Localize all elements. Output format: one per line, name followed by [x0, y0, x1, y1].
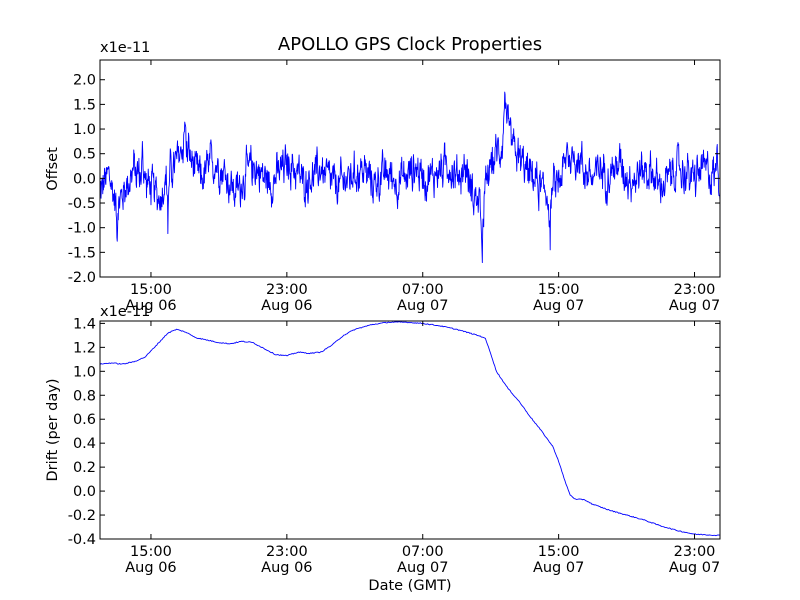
- drift-x-tick-date: Aug 06: [261, 560, 312, 576]
- offset-series: [100, 91, 720, 264]
- drift-x-tick-time: 15:00: [130, 544, 172, 560]
- offset-y-tick-label: 2.0: [73, 73, 96, 89]
- drift-y-tick-label: 1.0: [73, 364, 96, 380]
- drift-y-tick-label: 0.4: [73, 436, 96, 452]
- drift-x-tick-time: 15:00: [538, 544, 580, 560]
- offset-x-tick-time: 23:00: [266, 282, 308, 298]
- drift-x-tick-time: 23:00: [266, 544, 308, 560]
- offset-x-tick-time: 15:00: [538, 282, 580, 298]
- offset-x-tick-time: 15:00: [130, 282, 172, 298]
- offset-y-tick-label: 0.0: [73, 171, 96, 187]
- drift-x-tick-date: Aug 06: [125, 560, 176, 576]
- drift-x-tick-date: Aug 07: [669, 560, 720, 576]
- offset-x-tick-date: Aug 07: [669, 298, 720, 314]
- drift-y-tick-label: 0.0: [73, 484, 96, 500]
- offset-y-tick-label: -1.5: [68, 245, 96, 261]
- offset-y-tick-label: 1.5: [73, 97, 96, 113]
- drift-x-tick-date: Aug 07: [533, 560, 584, 576]
- drift-y-tick-label: -0.4: [68, 532, 96, 548]
- offset-x-tick-date: Aug 07: [533, 298, 584, 314]
- drift-y-tick-label: -0.2: [68, 508, 96, 524]
- offset-y-axis: -2.0 -1.5 -1.0 -0.5 0.0 0.5 1.0 1.5 2.0: [68, 73, 720, 286]
- drift-scale-label: x1e-11: [100, 304, 150, 320]
- offset-x-tick-date: Aug 06: [125, 298, 176, 314]
- drift-y-tick-label: 0.6: [73, 412, 96, 428]
- offset-y-tick-label: 1.0: [73, 122, 96, 138]
- drift-series: [100, 321, 720, 537]
- offset-x-tick-time: 23:00: [674, 282, 716, 298]
- drift-y-tick-label: 1.2: [73, 340, 96, 356]
- offset-x-tick-time: 07:00: [402, 282, 444, 298]
- offset-y-tick-label: -0.5: [68, 196, 96, 212]
- offset-y-tick-label: -2.0: [68, 270, 96, 286]
- drift-plot-frame: [99, 320, 721, 540]
- drift-y-tick-label: 0.2: [73, 460, 96, 476]
- drift-x-tick-time: 07:00: [402, 544, 444, 560]
- offset-y-label: Offset: [45, 147, 61, 191]
- offset-plot-frame: [99, 59, 721, 278]
- drift-y-tick-label: 1.4: [73, 316, 96, 332]
- drift-panel: -0.4-0.20.00.20.40.60.81.01.21.4 15:00Au…: [45, 304, 721, 594]
- offset-y-tick-label: -1.0: [68, 221, 96, 237]
- offset-series-line: [100, 91, 720, 264]
- drift-x-tick-date: Aug 07: [397, 560, 448, 576]
- drift-x-label: Date (GMT): [368, 578, 451, 594]
- offset-x-tick-date: Aug 07: [397, 298, 448, 314]
- offset-y-tick-label: 0.5: [73, 147, 96, 163]
- offset-scale-label: x1e-11: [100, 40, 150, 56]
- offset-x-tick-date: Aug 06: [261, 298, 312, 314]
- drift-y-label: Drift (per day): [45, 379, 61, 482]
- drift-x-tick-time: 23:00: [674, 544, 716, 560]
- chart-title: APOLLO GPS Clock Properties: [278, 34, 542, 55]
- offset-panel: -2.0-1.5-1.0-0.50.00.51.01.52.0 15:00Aug…: [45, 40, 721, 314]
- drift-series-line: [100, 321, 720, 537]
- drift-y-tick-label: 0.8: [73, 388, 96, 404]
- drift-y-axis: -0.4 -0.2 0.0 0.2 0.4 0.6 0.8 1.0 1.2 1.4: [68, 316, 720, 548]
